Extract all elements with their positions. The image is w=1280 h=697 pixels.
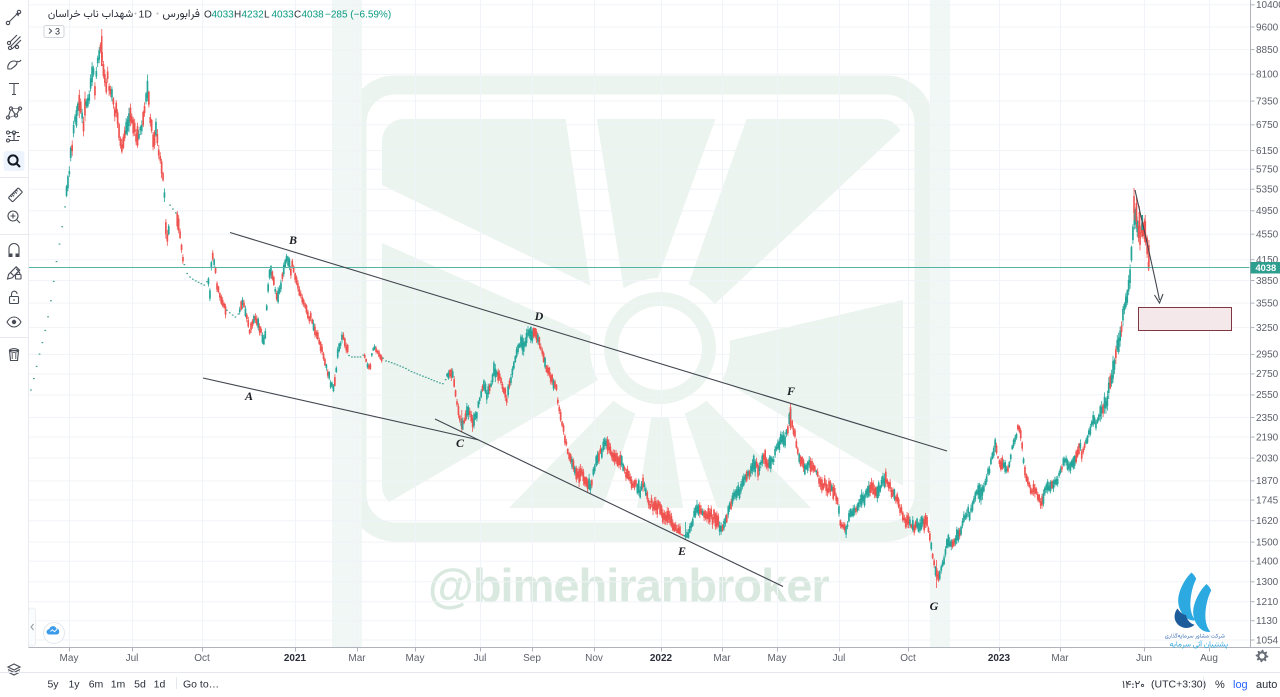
- svg-text:4950: 4950: [1256, 206, 1279, 217]
- svg-text:2750: 2750: [1256, 369, 1279, 380]
- svg-text:%: %: [1215, 679, 1225, 691]
- svg-text:1300: 1300: [1256, 577, 1279, 588]
- svg-text:4150: 4150: [1256, 255, 1279, 266]
- svg-text:10400: 10400: [1256, 0, 1280, 11]
- svg-text:May: May: [406, 653, 425, 664]
- svg-text:4232: 4232: [242, 10, 265, 21]
- svg-text:2023: 2023: [988, 653, 1011, 664]
- svg-text:Jun: Jun: [1136, 653, 1152, 664]
- svg-text:6750: 6750: [1256, 120, 1279, 131]
- svg-text:2022: 2022: [650, 653, 673, 664]
- svg-text:1054: 1054: [1256, 635, 1279, 646]
- svg-text:E: E: [677, 544, 686, 558]
- svg-text:7350: 7350: [1256, 96, 1279, 107]
- svg-text:9600: 9600: [1256, 22, 1279, 33]
- svg-text:1D: 1D: [139, 9, 153, 21]
- svg-text:Jul: Jul: [474, 653, 487, 664]
- svg-text:1500: 1500: [1256, 537, 1279, 548]
- svg-text:2021: 2021: [284, 653, 307, 664]
- svg-text:3550: 3550: [1256, 298, 1279, 309]
- svg-text:Go to…: Go to…: [183, 679, 219, 691]
- svg-text:1130: 1130: [1256, 616, 1278, 627]
- svg-text:−285 (−6.59%): −285 (−6.59%): [325, 10, 391, 21]
- svg-text:4038: 4038: [302, 10, 325, 21]
- svg-text:May: May: [768, 653, 787, 664]
- svg-text:Oct: Oct: [194, 653, 210, 664]
- svg-text:4033: 4033: [212, 10, 235, 21]
- svg-text:2350: 2350: [1256, 413, 1279, 424]
- svg-text:4550: 4550: [1256, 230, 1279, 241]
- svg-text:5y: 5y: [47, 679, 59, 691]
- svg-text:log: log: [1233, 679, 1248, 691]
- svg-text:3: 3: [55, 27, 60, 37]
- svg-text:1400: 1400: [1256, 557, 1279, 568]
- svg-text:C: C: [456, 436, 465, 450]
- svg-text:D: D: [534, 309, 544, 323]
- svg-text:1620: 1620: [1256, 516, 1279, 527]
- svg-text:6m: 6m: [89, 679, 104, 691]
- svg-text:3850: 3850: [1256, 276, 1279, 287]
- svg-text:2190: 2190: [1256, 432, 1279, 443]
- svg-text:1745: 1745: [1256, 495, 1279, 506]
- svg-text:Mar: Mar: [1051, 653, 1069, 664]
- svg-text:C: C: [294, 10, 301, 21]
- svg-text:5350: 5350: [1256, 185, 1279, 196]
- svg-text:Jul: Jul: [833, 653, 846, 664]
- svg-text:auto: auto: [1256, 679, 1277, 691]
- svg-text:3250: 3250: [1256, 323, 1279, 334]
- svg-text:B: B: [288, 233, 297, 247]
- svg-text:4033: 4033: [272, 10, 295, 21]
- svg-text:L: L: [264, 10, 270, 21]
- svg-text:5d: 5d: [134, 679, 146, 691]
- svg-text:1y: 1y: [68, 679, 80, 691]
- svg-text:G: G: [930, 599, 939, 613]
- svg-text:1m: 1m: [111, 679, 126, 691]
- svg-text:(UTC+3:30): (UTC+3:30): [1151, 679, 1206, 691]
- svg-text:2030: 2030: [1256, 453, 1279, 464]
- svg-text:May: May: [60, 653, 79, 664]
- svg-text:Mar: Mar: [713, 653, 731, 664]
- svg-text:8850: 8850: [1256, 45, 1279, 56]
- svg-text:1870: 1870: [1256, 476, 1279, 487]
- svg-text:Oct: Oct: [900, 653, 916, 664]
- svg-text:@bimehiranbroker: @bimehiranbroker: [428, 559, 829, 612]
- svg-text:Jul: Jul: [126, 653, 139, 664]
- svg-text:4038: 4038: [1256, 263, 1277, 273]
- svg-text:2950: 2950: [1256, 350, 1279, 361]
- svg-text:6150: 6150: [1256, 146, 1279, 157]
- svg-text:H: H: [234, 10, 241, 21]
- svg-text:A: A: [244, 389, 253, 403]
- svg-text:F: F: [786, 384, 795, 398]
- svg-text:8100: 8100: [1256, 70, 1279, 81]
- svg-text:1d: 1d: [154, 679, 166, 691]
- svg-text:2550: 2550: [1256, 390, 1279, 401]
- svg-text:5750: 5750: [1256, 165, 1279, 176]
- svg-text:O: O: [204, 10, 212, 21]
- svg-text:Mar: Mar: [348, 653, 366, 664]
- svg-text:Sep: Sep: [523, 653, 541, 664]
- svg-text:1210: 1210: [1256, 597, 1279, 608]
- svg-text:Aug: Aug: [1200, 653, 1218, 664]
- svg-text:Nov: Nov: [585, 653, 603, 664]
